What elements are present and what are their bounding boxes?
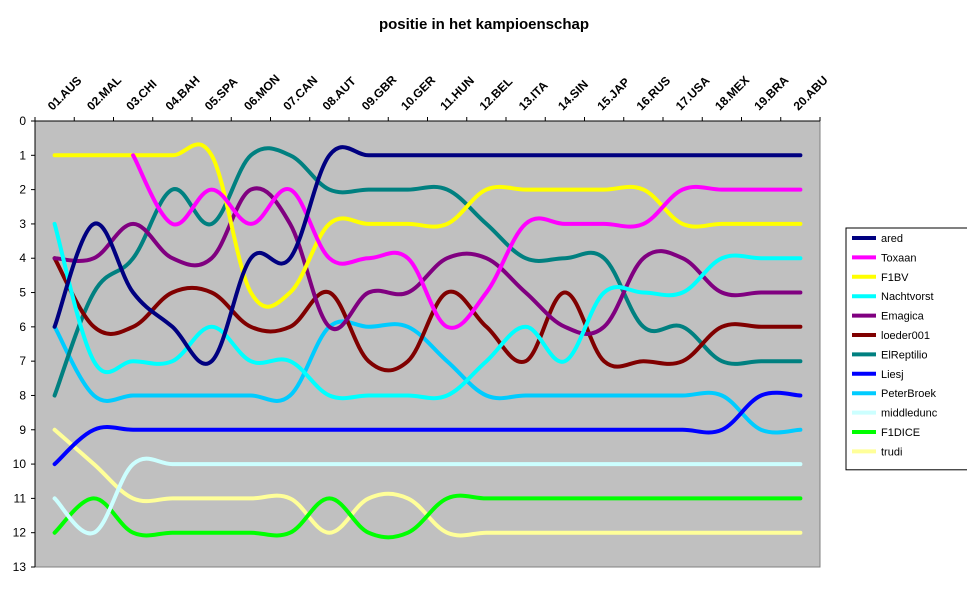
x-tick-label: 12.BEL [477, 74, 516, 113]
y-tick-label: 8 [19, 388, 26, 402]
legend-label-emagica: Emagica [881, 311, 925, 323]
series-line-f1bv [52, 142, 803, 309]
legend-label-nachtvorst: Nachtvorst [881, 291, 934, 303]
x-tick-label: 10.GER [398, 73, 438, 113]
legend-label-toxaan: Toxaan [881, 252, 916, 264]
series-line-peterbroek [52, 319, 803, 435]
series-line-nachtvorst [52, 221, 803, 401]
series-line-elreptilio [52, 146, 803, 398]
y-tick-label: 12 [13, 526, 27, 540]
legend-label-trudi: trudi [881, 446, 902, 458]
chart-legend: ared Toxaan F1BV Nachtvorst Emagica loeder001… [845, 227, 967, 471]
legend-label-ared: ared [881, 233, 903, 245]
legend-label-elreptilio: ElReptilio [881, 349, 927, 361]
x-tick-label: 02.MAL [84, 73, 124, 113]
series-line-ared [52, 145, 803, 366]
legend-label-middledunc: middledunc [881, 408, 938, 420]
series-line-loeder001 [52, 256, 803, 373]
y-tick-label: 1 [19, 148, 26, 162]
x-tick-label: 03.CHI [123, 77, 159, 113]
x-tick-label: 15.JAP [594, 75, 632, 113]
legend-label-peterbroek: PeterBroek [881, 388, 937, 400]
x-tick-label: 17.USA [673, 73, 713, 113]
series-line-f1dice [52, 493, 803, 540]
y-tick-label: 10 [13, 457, 27, 471]
x-tick-label: 08.AUT [320, 74, 360, 114]
x-tick-label: 13.ITA [516, 78, 551, 113]
x-tick-label: 14.SIN [555, 77, 591, 113]
x-tick-label: 05.SPA [202, 74, 241, 113]
y-tick-label: 6 [19, 320, 26, 334]
x-tick-label: 04.BAH [163, 73, 203, 113]
x-tick-label: 19.BRA [751, 73, 791, 113]
x-tick-label: 09.GBR [359, 72, 400, 113]
series-line-emagica [52, 186, 803, 336]
series-line-liesj [52, 390, 803, 467]
y-tick-label: 11 [14, 491, 27, 505]
x-tick-label: 18.MEX [712, 73, 752, 113]
legend-label-f1dice: F1DICE [881, 427, 920, 439]
legend-box [845, 227, 967, 471]
y-tick-label: 9 [19, 423, 26, 437]
y-tick-label: 7 [19, 354, 26, 368]
legend-label-loeder001: loeder001 [881, 330, 930, 342]
x-tick-label: 01.AUS [45, 74, 85, 114]
y-tick-label: 5 [19, 286, 26, 300]
y-tick-label: 13 [13, 560, 27, 574]
x-tick-label: 11.HUN [437, 74, 477, 114]
y-tick-label: 4 [19, 251, 26, 265]
y-tick-label: 2 [19, 183, 26, 197]
x-tick-label: 20.ABU [791, 73, 831, 113]
y-tick-label: 0 [19, 114, 26, 128]
y-tick-label: 3 [19, 217, 26, 231]
legend-label-liesj: Liesj [881, 369, 904, 381]
x-tick-label: 16.RUS [634, 74, 674, 114]
chart-title: positie in het kampioenschap [379, 16, 589, 33]
x-tick-label: 06.MON [241, 72, 282, 113]
legend-label-f1bv: F1BV [881, 272, 909, 284]
series-line-middledunc [52, 456, 803, 536]
x-tick-label: 07.CAN [280, 73, 320, 113]
series-line-toxaan [131, 153, 803, 330]
